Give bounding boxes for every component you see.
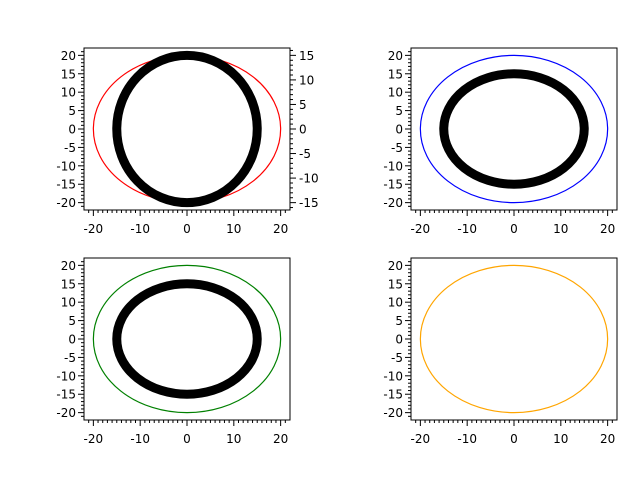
y-tick-label: -5 — [391, 141, 403, 155]
y-tick-label: 5 — [395, 314, 403, 328]
y-tick-label: 15 — [61, 67, 76, 81]
series-circle-1 — [419, 54, 609, 204]
x-tick-label: 10 — [226, 222, 241, 236]
y2-tick-label: 0 — [299, 123, 307, 137]
y-tick-label: -10 — [383, 369, 403, 383]
x-tick-label: -10 — [130, 432, 150, 446]
y-tick-label: 20 — [388, 49, 403, 63]
y-tick-label: 10 — [388, 296, 403, 310]
series-circle-1 — [92, 264, 282, 414]
x-tick-label: 10 — [226, 432, 241, 446]
x-tick-label: 20 — [600, 432, 615, 446]
y-tick-label: 15 — [61, 277, 76, 291]
x-tick-label: -10 — [457, 432, 477, 446]
x-tick-label: -20 — [84, 222, 104, 236]
x-tick-label: 10 — [553, 432, 568, 446]
x-tick-label: 0 — [183, 432, 191, 446]
y-tick-label: 5 — [68, 104, 76, 118]
x-tick-label: 10 — [553, 222, 568, 236]
y-tick-label: -15 — [383, 178, 403, 192]
x-tick-label: 20 — [273, 222, 288, 236]
y-tick-label: -15 — [56, 388, 76, 402]
subplot-3: -20 -10 0 10 20 -20 -15 -10 -5 0 5 10 15 20 — [56, 257, 291, 446]
y-tick-label: 0 — [68, 333, 76, 347]
y-tick-label: -20 — [56, 406, 76, 420]
y-tick-label: -15 — [56, 178, 76, 192]
y-tick-label: 10 — [388, 86, 403, 100]
series-circle-2 — [112, 279, 262, 399]
y-tick-label: -10 — [56, 369, 76, 383]
y-tick-label: -10 — [56, 159, 76, 173]
y-tick-label: -20 — [383, 196, 403, 210]
y-tick-label: 15 — [388, 67, 403, 81]
x-tick-label: 20 — [273, 432, 288, 446]
x-tick-label: 0 — [183, 222, 191, 236]
y-tick-label: -5 — [391, 351, 403, 365]
y-tick-label: 20 — [388, 259, 403, 273]
y-tick-label: 10 — [61, 296, 76, 310]
y-tick-label: -10 — [383, 159, 403, 173]
x-tick-label: -20 — [411, 222, 431, 236]
y-tick-label: 20 — [61, 49, 76, 63]
y-tick-label: 5 — [395, 104, 403, 118]
x-tick-label: -20 — [84, 432, 104, 446]
x-tick-label: 0 — [510, 432, 518, 446]
y2-tick-label: -10 — [299, 172, 319, 186]
y-tick-label: 0 — [395, 123, 403, 137]
series-circle-2 — [112, 50, 262, 208]
subplot-2: -20 -10 0 10 20 -20 -15 -10 -5 0 5 10 15 20 — [383, 47, 618, 236]
y-tick-label: 10 — [61, 86, 76, 100]
x-tick-label: -10 — [130, 222, 150, 236]
subplot-1: -20 -10 0 10 20 -20 -15 -10 -5 0 5 10 15 20 -15 -10 -5 0 5… — [56, 47, 319, 236]
y-tick-label: 0 — [395, 333, 403, 347]
y2-tick-label: 10 — [299, 73, 314, 87]
x-tick-label: 20 — [600, 222, 615, 236]
series-circle-2 — [439, 69, 589, 189]
y-tick-label: 15 — [388, 277, 403, 291]
y2-tick-label: -5 — [299, 147, 311, 161]
y2-tick-label: 5 — [299, 98, 307, 112]
x-tick-label: -10 — [457, 222, 477, 236]
y2-tick-label: -15 — [299, 196, 319, 210]
subplot-4: -20 -10 0 10 20 -20 -15 -10 -5 0 5 10 15 20 — [383, 257, 618, 446]
y-tick-label: 5 — [68, 314, 76, 328]
y-tick-label: -20 — [56, 196, 76, 210]
x-tick-label: -20 — [411, 432, 431, 446]
y-tick-label: 20 — [61, 259, 76, 273]
y-tick-label: 0 — [68, 123, 76, 137]
y-tick-label: -15 — [383, 388, 403, 402]
y2-tick-label: 15 — [299, 49, 314, 63]
y-tick-label: -5 — [64, 351, 76, 365]
y-tick-label: -20 — [383, 406, 403, 420]
y-tick-label: -5 — [64, 141, 76, 155]
series-circle-1 — [419, 264, 609, 414]
x-tick-label: 0 — [510, 222, 518, 236]
